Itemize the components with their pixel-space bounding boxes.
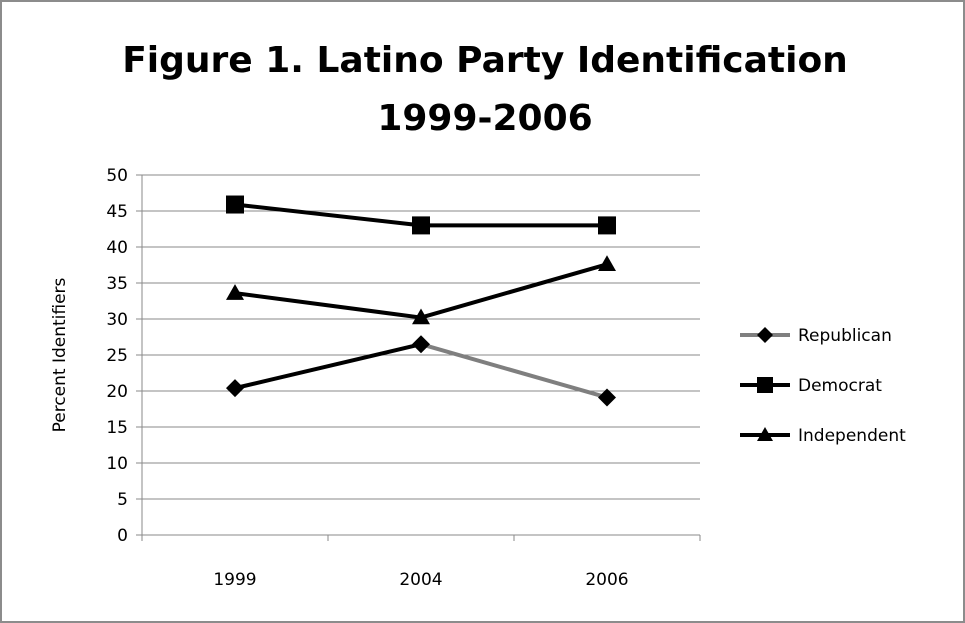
data-point-democrat [226,195,244,214]
x-tick-labels: 1999 2004 2006 [213,570,628,590]
chart-title: Figure 1. Latino Party Identification [122,40,848,81]
y-tick-label: 15 [106,418,128,438]
y-tick-label: 35 [106,274,128,294]
series-markers [226,195,616,407]
legend-marker-republican [757,327,773,343]
data-point-independent [226,284,244,300]
data-point-republican [226,379,244,398]
data-point-independent [598,255,616,272]
y-tick-label: 30 [106,310,128,330]
y-tick-label: 10 [106,454,128,474]
y-tick-label: 50 [106,166,128,186]
data-point-independent [412,308,430,325]
axes [136,174,701,541]
series-line-independent [233,291,423,320]
y-tick-label: 25 [106,346,128,366]
data-point-republican [412,335,430,354]
y-tick-label: 20 [106,382,128,402]
y-tick-label: 5 [117,490,128,510]
data-point-democrat [598,216,616,235]
y-axis-title: Percent Identifiers [50,277,70,432]
y-tick-label: 40 [106,238,128,258]
chart-subtitle: 1999-2006 [377,98,592,139]
legend-label-democrat: Democrat [798,376,882,396]
series-line-republican [419,342,609,400]
y-tick-label: 0 [117,526,128,546]
legend-label-independent: Independent [798,426,906,446]
legend-marker-independent [757,427,773,441]
legend-marker-democrat [757,377,773,393]
legend-label-republican: Republican [798,326,892,346]
series-line-republican [233,342,423,391]
y-tick-labels: 0 5 10 15 20 25 30 35 40 45 50 [106,166,128,546]
y-tick-label: 45 [106,202,128,222]
series-line-independent [419,262,609,320]
x-tick-label: 2006 [585,570,628,590]
x-tick-label: 1999 [213,570,256,590]
data-point-republican [598,388,616,407]
legend: Republican Democrat Independent [740,326,906,446]
x-tick-label: 2004 [399,570,442,590]
series-line-democrat [233,202,423,228]
series-lines [233,202,609,400]
data-point-democrat [412,216,430,235]
